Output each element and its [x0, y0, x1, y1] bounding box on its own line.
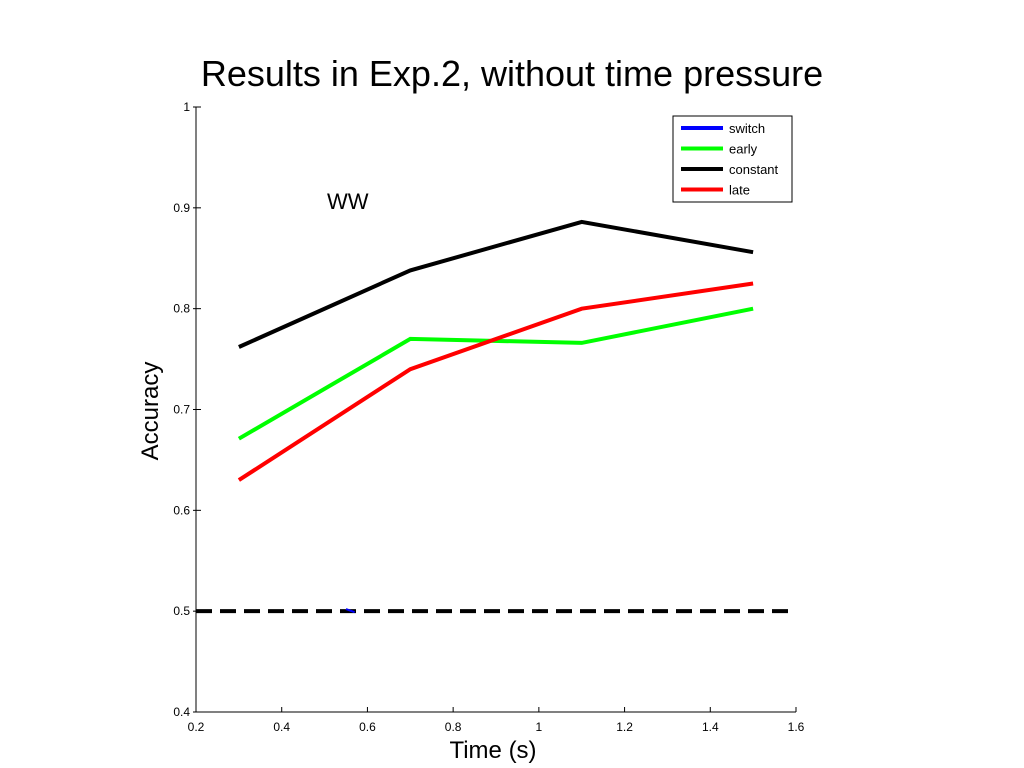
legend-label-late: late [729, 183, 750, 198]
x-tick-label: 0.6 [359, 720, 376, 734]
y-tick-label: 0.9 [173, 201, 190, 215]
y-tick-label: 0.8 [173, 302, 190, 316]
chart-title: Results in Exp.2, without time pressure [200, 53, 824, 94]
y-axis-label: Accuracy [137, 362, 164, 461]
x-axis-label: Time (s) [449, 737, 536, 764]
x-tick-label: 0.8 [445, 720, 462, 734]
x-tick-label: 1 [536, 720, 543, 734]
legend-label-early: early [729, 142, 758, 157]
legend-label-switch: switch [729, 121, 765, 136]
x-tick-label: 0.4 [273, 720, 290, 734]
x-tick-label: 0.2 [188, 720, 205, 734]
axes: 0.40.50.60.70.80.910.2 0.4 0.6 0.8 1 1.2 1.4 1.… [173, 100, 804, 734]
x-tick-label: 1.6 [788, 720, 805, 734]
y-tick-label: 1 [183, 100, 190, 114]
series-line-constant [238, 219, 754, 349]
x-tick-label: 1.4 [702, 720, 719, 734]
annotation-label: WW [327, 189, 369, 214]
series-line-switch [345, 608, 355, 614]
series-line-early [237, 306, 754, 441]
legend-label-constant: constant [729, 162, 779, 177]
y-tick-label: 0.7 [173, 403, 190, 417]
series-line-late [237, 281, 754, 482]
legend: switch early constant late [672, 115, 793, 203]
y-tick-label: 0.4 [173, 705, 190, 719]
x-tick-label: 1.2 [616, 720, 633, 734]
series-group [237, 219, 754, 614]
y-tick-label: 0.5 [173, 604, 190, 618]
y-tick-label: 0.6 [173, 503, 190, 517]
